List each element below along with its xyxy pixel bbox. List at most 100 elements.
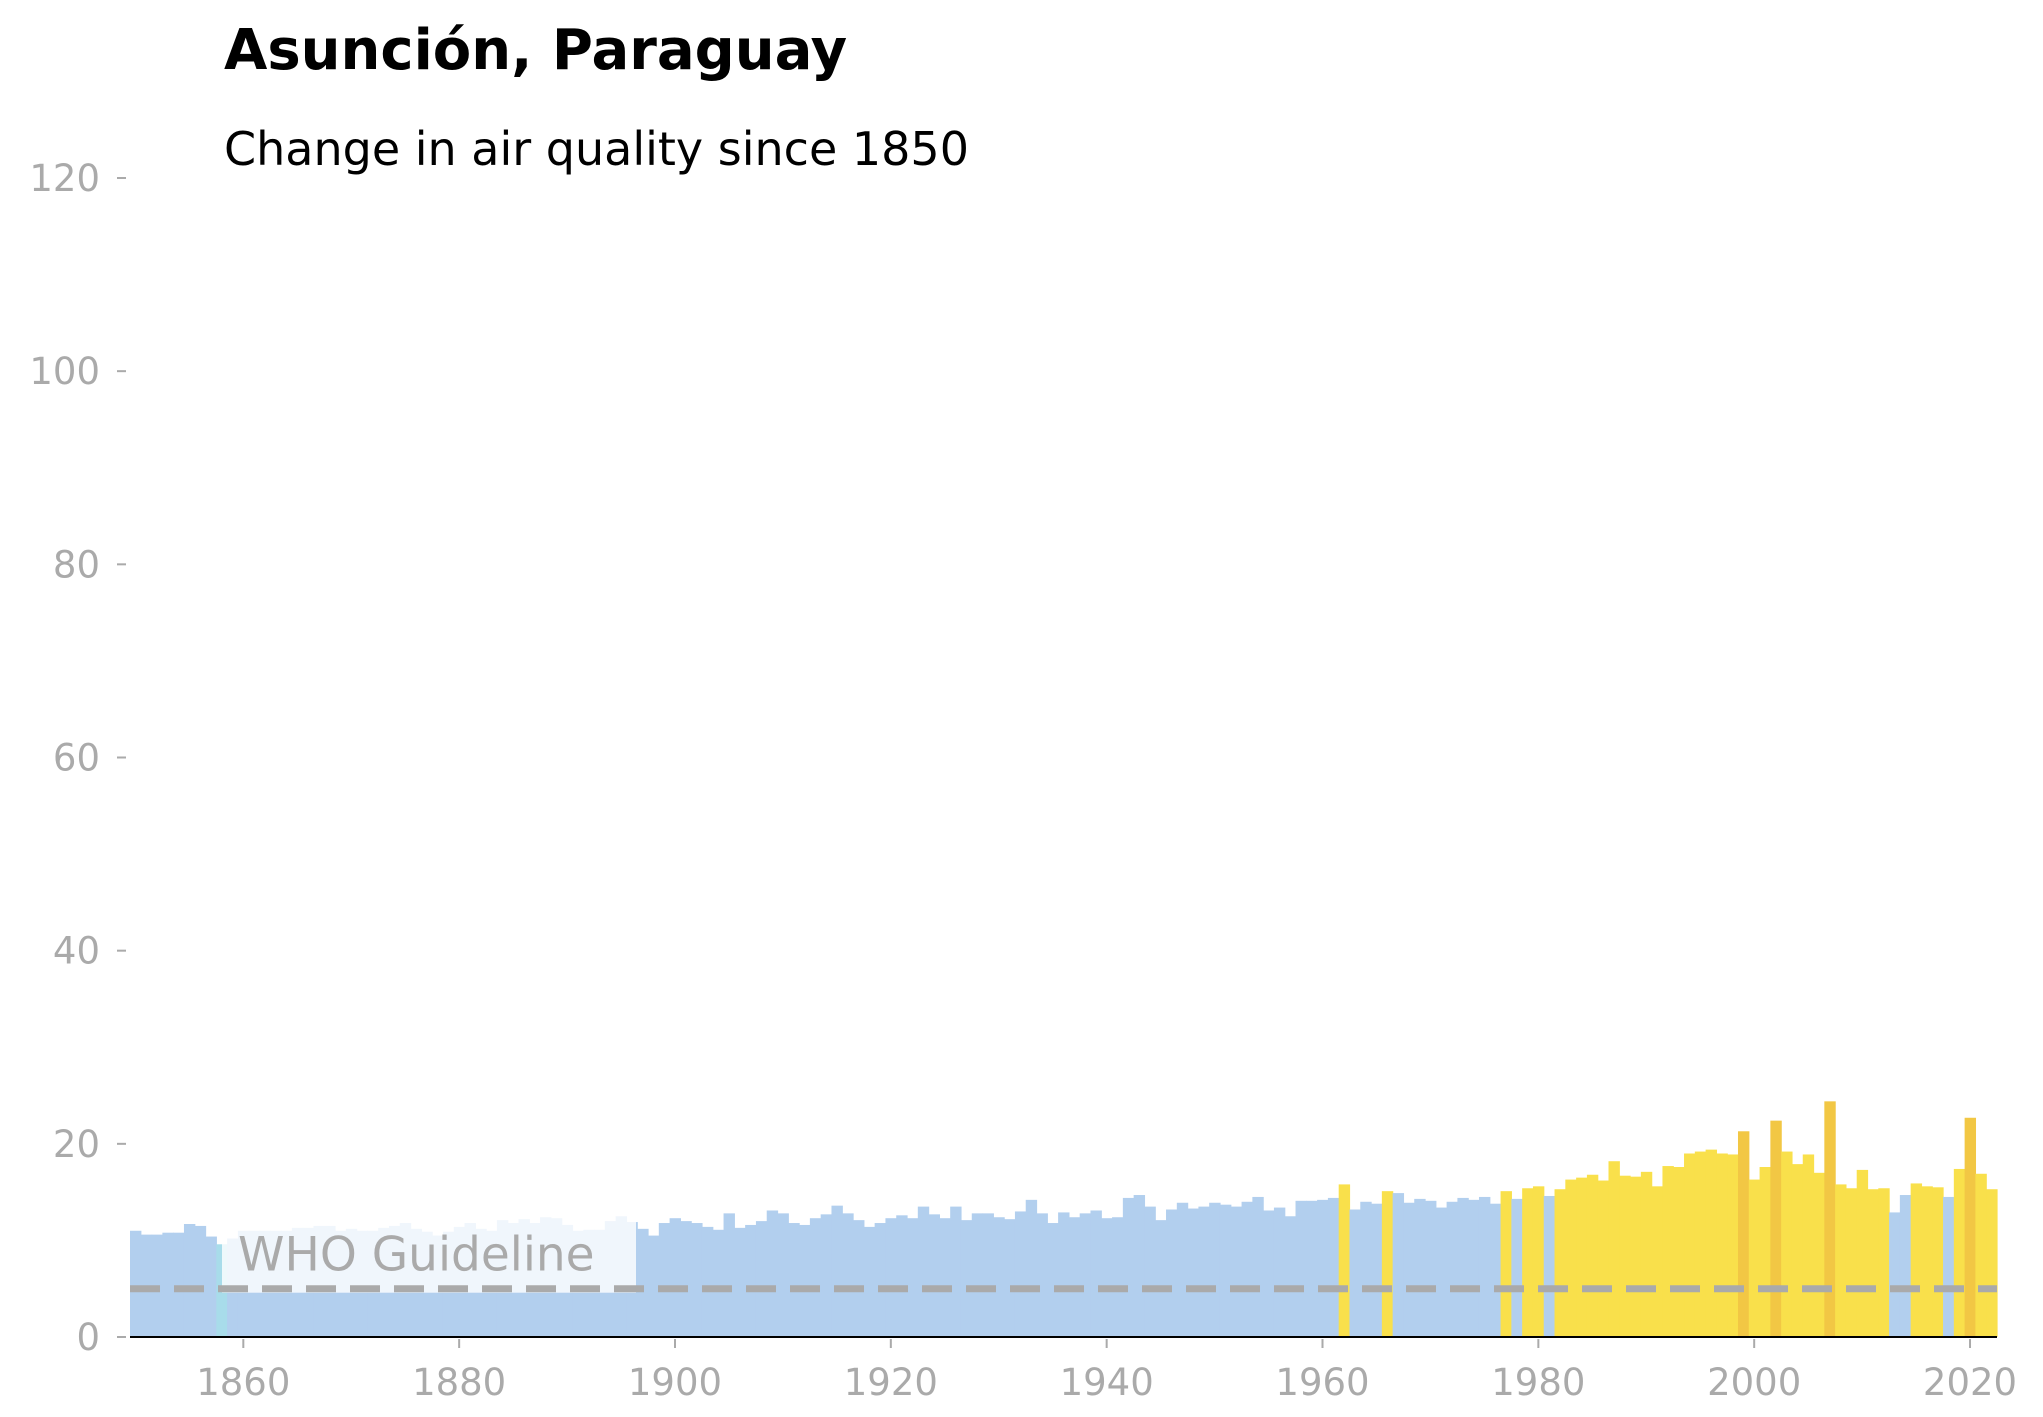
y-tick-label-40: 40 <box>53 930 100 973</box>
bar-1927 <box>960 1220 973 1337</box>
bar-1981 <box>1543 1195 1556 1337</box>
bar-1913 <box>809 1218 822 1337</box>
bar-2002 <box>1770 1120 1782 1337</box>
bar-2015 <box>1910 1183 1923 1337</box>
bar-1902 <box>691 1223 703 1337</box>
bar-2021 <box>1975 1173 1987 1337</box>
bar-1959 <box>1306 1200 1318 1337</box>
who-guideline-label: WHO Guideline <box>238 1228 595 1283</box>
x-tick-label-2000: 2000 <box>1707 1361 1801 1404</box>
bar-1928 <box>971 1213 984 1337</box>
bar-1922 <box>907 1218 919 1337</box>
bar-2012 <box>1878 1188 1890 1337</box>
x-tick-label-1860: 1860 <box>196 1361 290 1404</box>
bar-2008 <box>1835 1184 1847 1337</box>
bar-1899 <box>658 1223 671 1337</box>
bar-1994 <box>1684 1153 1696 1337</box>
bar-1944 <box>1144 1206 1156 1337</box>
bar-1982 <box>1554 1189 1566 1337</box>
axes-layer: 0 20 40 60 80 100 120 1860 1880 1900 1920 1940 1960 1… <box>29 157 2017 1404</box>
y-tick-label-100: 100 <box>29 350 100 393</box>
bar-2001 <box>1759 1167 1771 1337</box>
bar-2020 <box>1964 1117 1977 1337</box>
bar-2018 <box>1943 1196 1955 1337</box>
bar-1950 <box>1209 1202 1221 1337</box>
bar-2000 <box>1748 1179 1761 1337</box>
bar-1933 <box>1025 1199 1038 1337</box>
x-tick-label-1940: 1940 <box>1060 1361 1154 1404</box>
x-tick-label-1960: 1960 <box>1275 1361 1369 1404</box>
bar-1995 <box>1694 1151 1707 1337</box>
y-tick-label-80: 80 <box>53 543 100 586</box>
bar-2016 <box>1921 1186 1933 1337</box>
bar-1985 <box>1586 1174 1599 1337</box>
bar-1917 <box>853 1220 865 1337</box>
bar-1967 <box>1392 1193 1405 1337</box>
bar-1989 <box>1630 1176 1642 1337</box>
bar-2011 <box>1867 1189 1879 1337</box>
bar-2007 <box>1824 1101 1836 1337</box>
bar-1964 <box>1360 1201 1372 1337</box>
bar-1935 <box>1047 1223 1059 1337</box>
bar-1898 <box>648 1235 660 1337</box>
bar-1957 <box>1284 1216 1297 1337</box>
bar-1971 <box>1435 1207 1448 1337</box>
bar-1993 <box>1673 1167 1685 1337</box>
bar-1931 <box>1004 1219 1016 1337</box>
bar-1921 <box>896 1215 908 1337</box>
bar-1943 <box>1133 1195 1146 1337</box>
bar-1996 <box>1705 1149 1718 1337</box>
bar-2004 <box>1791 1164 1804 1337</box>
bar-1938 <box>1079 1213 1092 1337</box>
bar-1992 <box>1662 1166 1674 1337</box>
bar-1949 <box>1198 1206 1210 1337</box>
bar-1925 <box>939 1218 951 1337</box>
bar-1952 <box>1230 1206 1243 1337</box>
bar-1984 <box>1576 1177 1588 1337</box>
bar-1915 <box>831 1205 843 1337</box>
bar-1965 <box>1371 1203 1383 1337</box>
bar-1853 <box>162 1232 174 1337</box>
bar-1983 <box>1565 1179 1577 1337</box>
bar-2009 <box>1845 1188 1858 1337</box>
bar-1941 <box>1112 1217 1124 1337</box>
bar-1911 <box>788 1223 800 1337</box>
bar-1912 <box>799 1224 811 1337</box>
bar-1969 <box>1414 1198 1426 1337</box>
bar-1920 <box>885 1218 897 1337</box>
chart-subtitle: Change in air quality since 1850 <box>224 122 969 176</box>
bar-1973 <box>1457 1197 1469 1337</box>
bar-1947 <box>1176 1202 1189 1337</box>
bar-1916 <box>842 1213 854 1337</box>
bar-2022 <box>1986 1189 1998 1337</box>
bar-1924 <box>928 1214 940 1337</box>
bar-1987 <box>1608 1161 1620 1337</box>
bar-1919 <box>874 1223 887 1337</box>
bar-1923 <box>917 1206 930 1337</box>
bar-1903 <box>701 1226 714 1337</box>
bar-1855 <box>183 1224 196 1337</box>
bar-1988 <box>1619 1175 1631 1337</box>
bar-2006 <box>1813 1172 1825 1337</box>
bar-1929 <box>982 1213 994 1337</box>
bar-1961 <box>1327 1197 1340 1337</box>
bar-1940 <box>1101 1218 1113 1337</box>
bar-1946 <box>1166 1209 1178 1337</box>
bar-1963 <box>1349 1209 1361 1337</box>
bar-1930 <box>993 1217 1005 1337</box>
bar-1999 <box>1737 1131 1750 1337</box>
bar-1951 <box>1219 1204 1232 1337</box>
y-tick-label-20: 20 <box>53 1123 100 1166</box>
bar-1904 <box>712 1229 725 1337</box>
bar-1897 <box>637 1228 649 1337</box>
bar-1934 <box>1036 1213 1048 1337</box>
bar-1857 <box>205 1236 217 1337</box>
bar-1956 <box>1273 1207 1286 1337</box>
bar-1960 <box>1317 1199 1329 1337</box>
x-tick-label-2020: 2020 <box>1923 1361 2017 1404</box>
bar-1962 <box>1338 1184 1351 1337</box>
bar-1942 <box>1122 1197 1135 1337</box>
who-guideline-label-background <box>222 1215 636 1293</box>
bar-1955 <box>1263 1210 1275 1337</box>
bar-1914 <box>820 1214 833 1337</box>
